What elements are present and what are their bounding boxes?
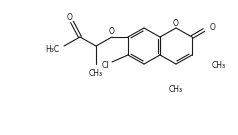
Text: CH₃: CH₃ [169, 85, 183, 94]
Text: Cl: Cl [101, 62, 109, 70]
Text: H₃C: H₃C [45, 45, 59, 53]
Text: O: O [173, 18, 179, 28]
Text: CH₃: CH₃ [89, 68, 103, 77]
Text: O: O [67, 13, 73, 21]
Text: O: O [109, 28, 115, 36]
Text: O: O [210, 23, 216, 31]
Text: CH₃: CH₃ [212, 60, 226, 70]
